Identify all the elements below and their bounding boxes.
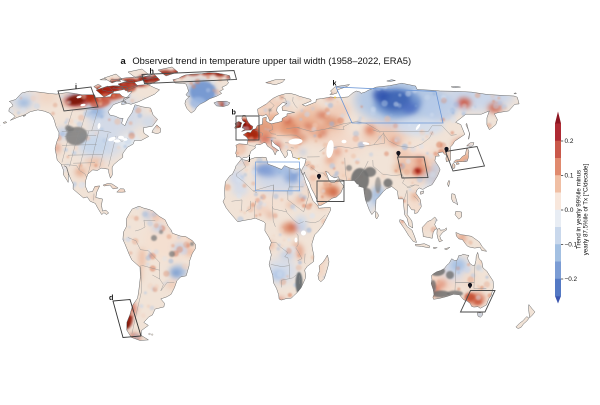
svg-text:Trend in yearly 99%ile minus: Trend in yearly 99%ile minus (576, 170, 583, 249)
svg-text:0.0: 0.0 (565, 207, 574, 214)
svg-text:yearly 87.5%ile of Tx [°C/deca: yearly 87.5%ile of Tx [°C/decade] (583, 164, 590, 256)
svg-text:a Observed trend in temperatur: a Observed trend in temperature upper ta… (121, 55, 412, 66)
svg-text:b: b (232, 108, 237, 117)
svg-text:i: i (75, 82, 77, 91)
svg-text:−0.2: −0.2 (565, 276, 578, 283)
svg-text:h: h (150, 67, 154, 76)
svg-text:0.1: 0.1 (565, 173, 574, 180)
svg-text:0.2: 0.2 (565, 138, 574, 145)
svg-text:k: k (333, 79, 337, 88)
svg-text:−0.1: −0.1 (565, 242, 578, 249)
svg-text:j: j (248, 154, 251, 163)
svg-text:d: d (109, 293, 113, 302)
